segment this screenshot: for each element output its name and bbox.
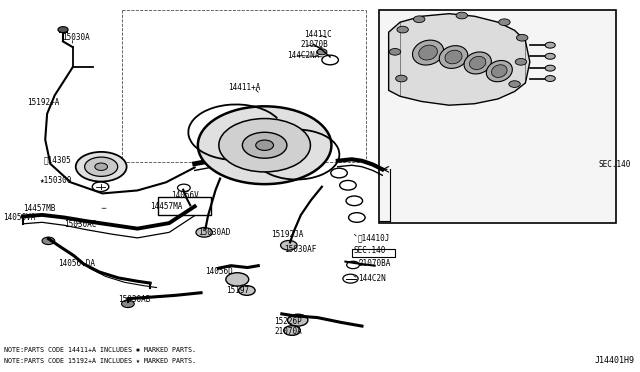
Ellipse shape: [419, 45, 437, 60]
Bar: [352, 248, 395, 257]
Text: ⅉ14305: ⅉ14305: [44, 155, 72, 164]
Text: ★150300: ★150300: [40, 176, 72, 185]
Ellipse shape: [439, 46, 468, 68]
Circle shape: [397, 26, 408, 33]
Text: 15192JA: 15192JA: [271, 230, 303, 239]
Bar: [159, 197, 211, 215]
Text: 14411+A: 14411+A: [228, 83, 260, 92]
Circle shape: [456, 12, 467, 19]
Circle shape: [396, 75, 407, 82]
Text: 15030AD: 15030AD: [198, 228, 230, 237]
Circle shape: [76, 152, 127, 182]
Text: 15030AB: 15030AB: [118, 295, 151, 304]
Text: 15030AF: 15030AF: [284, 244, 316, 253]
Circle shape: [545, 65, 556, 71]
Circle shape: [284, 326, 300, 335]
Text: 15030AC: 15030AC: [64, 221, 97, 230]
Text: 15192+A: 15192+A: [28, 98, 60, 107]
Text: 14457MA: 14457MA: [150, 202, 182, 211]
Circle shape: [122, 300, 134, 308]
Text: 15197: 15197: [227, 286, 250, 295]
Circle shape: [499, 19, 510, 26]
Ellipse shape: [445, 50, 462, 64]
Circle shape: [545, 42, 556, 48]
Circle shape: [256, 140, 273, 150]
Ellipse shape: [464, 52, 492, 74]
Circle shape: [280, 240, 297, 250]
Circle shape: [95, 163, 108, 170]
Text: NOTE:PARTS CODE 15192+A INCLUDES ★ MARKED PARTS.: NOTE:PARTS CODE 15192+A INCLUDES ★ MARKE…: [4, 358, 196, 364]
Bar: [379, 10, 616, 223]
Text: 21070B: 21070B: [300, 40, 328, 49]
Circle shape: [509, 81, 520, 87]
Circle shape: [58, 27, 68, 33]
Text: SEC.140: SEC.140: [353, 246, 385, 255]
Polygon shape: [388, 14, 530, 105]
Circle shape: [545, 53, 556, 59]
Text: 144C2NA: 144C2NA: [287, 51, 319, 60]
Text: 144C2N: 144C2N: [358, 274, 386, 283]
Circle shape: [389, 48, 401, 55]
Text: NOTE:PARTS CODE 14411+A INCLUDES ✱ MARKED PARTS.: NOTE:PARTS CODE 14411+A INCLUDES ✱ MARKE…: [4, 347, 196, 353]
Circle shape: [317, 49, 327, 55]
Ellipse shape: [413, 40, 444, 65]
Text: 21070A: 21070A: [274, 327, 302, 336]
Circle shape: [287, 314, 308, 326]
Text: 15226P: 15226P: [274, 317, 302, 326]
Text: 14457MB: 14457MB: [23, 204, 55, 213]
Circle shape: [515, 58, 527, 65]
Ellipse shape: [470, 57, 486, 70]
Text: 14411C: 14411C: [304, 29, 332, 39]
Text: 21070BA: 21070BA: [358, 259, 390, 268]
Circle shape: [413, 16, 425, 23]
Text: SEC.140: SEC.140: [598, 160, 631, 169]
Circle shape: [84, 157, 118, 176]
Circle shape: [516, 35, 528, 41]
Text: 14056.DA: 14056.DA: [58, 259, 95, 267]
Circle shape: [226, 273, 249, 286]
Ellipse shape: [486, 61, 513, 82]
Text: 14056V: 14056V: [171, 191, 199, 200]
Text: 15030A: 15030A: [61, 33, 90, 42]
Ellipse shape: [492, 65, 507, 77]
Text: ⅉ14410J: ⅉ14410J: [358, 233, 390, 243]
Circle shape: [196, 228, 212, 237]
Text: 14056D: 14056D: [205, 267, 233, 276]
Circle shape: [545, 76, 556, 81]
Text: 14056VA: 14056VA: [3, 213, 36, 222]
Circle shape: [42, 237, 55, 244]
Circle shape: [198, 106, 332, 184]
Circle shape: [239, 286, 255, 295]
Circle shape: [219, 119, 310, 172]
Circle shape: [243, 132, 287, 158]
Text: J14401H9: J14401H9: [595, 356, 635, 365]
